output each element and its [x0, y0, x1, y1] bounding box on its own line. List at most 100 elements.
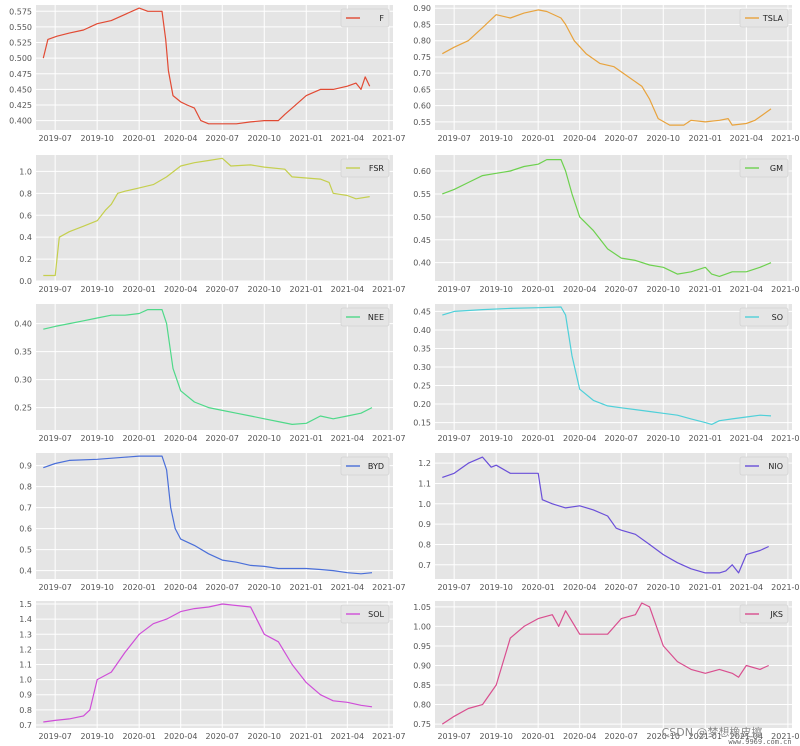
x-tick-label: 2019-07 [437, 732, 470, 741]
y-tick-label: 0.475 [9, 70, 32, 79]
x-tick-label: 2020-07 [605, 434, 638, 443]
legend-box [739, 8, 789, 28]
x-tick-label: 2020-04 [164, 134, 197, 143]
x-tick-label: 2021-04 [331, 134, 364, 143]
x-tick-label: 2020-01 [521, 732, 554, 741]
x-tick-label: 2019-07 [437, 285, 470, 294]
plot-background [36, 5, 393, 130]
x-tick-label: 2020-07 [605, 134, 638, 143]
legend-label: NIO [768, 462, 783, 471]
y-tick-label: 1.1 [418, 479, 431, 488]
x-tick-label: 2021-07 [372, 583, 405, 592]
y-tick-label: 0.75 [413, 53, 431, 62]
x-tick-label: 2020-04 [563, 434, 596, 443]
x-tick-label: 2020-07 [206, 434, 239, 443]
plot-background [435, 155, 792, 281]
y-tick-label: 0.35 [413, 344, 431, 353]
chart-panel-nee: 0.25 0.30 0.35 0.40 2019-07 2019-10 2020-01 202… [14, 304, 406, 443]
x-tick-label: 2021-01 [689, 583, 722, 592]
y-tick-label: 0.30 [14, 376, 32, 385]
x-tick-label: 2019-10 [80, 434, 113, 443]
chart-panel-jks: 0.75 0.80 0.85 0.90 0.95 1.00 1.05 2019-07 2019-… [413, 601, 800, 741]
y-tick-label: 0.6 [19, 525, 32, 534]
x-tick-label: 2019-07 [437, 434, 470, 443]
y-tick-label: 1.3 [19, 630, 32, 639]
x-tick-label: 2020-10 [647, 134, 680, 143]
x-tick-label: 2021-04 [331, 732, 364, 741]
y-tick-label: 0.20 [413, 400, 431, 409]
x-tick-label: 2020-04 [563, 134, 596, 143]
x-tick-label: 2020-07 [206, 134, 239, 143]
y-tick-label: 0.0 [19, 277, 32, 286]
y-tick-label: 0.4 [19, 567, 32, 576]
x-tick-label: 2020-10 [248, 434, 281, 443]
chart-panel-fsr: 0.0 0.2 0.4 0.6 0.8 1.0 2019-07 2019-10 2020-01 2… [19, 155, 406, 294]
legend-label: BYD [368, 462, 384, 471]
x-tick-label: 2019-10 [479, 732, 512, 741]
x-tick-label: 2021-04 [730, 583, 763, 592]
series-line-gm [442, 159, 772, 277]
y-tick-label: 0.60 [413, 167, 431, 176]
legend-label: SO [772, 313, 783, 322]
x-tick-label: 2021-04 [730, 732, 763, 741]
x-tick-label: 2021-01 [290, 434, 323, 443]
x-tick-label: 2019-07 [38, 732, 71, 741]
legend-box [739, 456, 789, 476]
y-tick-label: 0.45 [413, 236, 431, 245]
plot-background [36, 155, 393, 281]
y-tick-label: 0.8 [19, 483, 32, 492]
y-tick-label: 0.30 [413, 363, 431, 372]
x-tick-label: 2021-04 [730, 434, 763, 443]
x-tick-label: 2021-07 [372, 134, 405, 143]
legend-box [340, 456, 390, 476]
x-tick-label: 2019-07 [437, 583, 470, 592]
y-tick-label: 0.70 [413, 69, 431, 78]
x-tick-label: 2020-04 [563, 285, 596, 294]
x-tick-label: 2019-10 [479, 285, 512, 294]
plot-background [435, 5, 792, 130]
x-tick-label: 2020-01 [122, 285, 155, 294]
x-tick-label: 2020-10 [647, 732, 680, 741]
y-tick-label: 0.500 [9, 54, 32, 63]
chart-panel-byd: 0.4 0.5 0.6 0.7 0.8 0.9 2019-07 2019-10 2020-01 2… [19, 453, 406, 592]
x-tick-label: 2020-07 [605, 583, 638, 592]
x-tick-label: 2021-07 [771, 285, 800, 294]
y-tick-label: 0.9 [418, 520, 431, 529]
x-tick-label: 2020-04 [164, 583, 197, 592]
plot-background [36, 304, 393, 430]
legend-box [739, 604, 789, 624]
x-tick-label: 2020-04 [563, 583, 596, 592]
x-tick-label: 2019-07 [38, 583, 71, 592]
series-line-tsla [442, 9, 772, 126]
legend-box [340, 158, 390, 178]
x-tick-label: 2020-10 [647, 434, 680, 443]
y-tick-label: 0.75 [413, 720, 431, 729]
x-tick-label: 2021-04 [331, 583, 364, 592]
series-line-byd [43, 455, 373, 575]
series-line-jks [441, 602, 769, 725]
x-tick-label: 2021-01 [689, 434, 722, 443]
y-tick-label: 0.40 [413, 326, 431, 335]
y-tick-label: 0.40 [413, 259, 431, 268]
legend-label: F [379, 14, 384, 23]
x-tick-label: 2020-01 [122, 732, 155, 741]
x-tick-label: 2021-01 [290, 732, 323, 741]
y-tick-label: 0.8 [19, 706, 32, 715]
y-tick-label: 0.25 [413, 382, 431, 391]
y-tick-label: 0.95 [413, 642, 431, 651]
x-tick-label: 2020-01 [521, 285, 554, 294]
y-tick-label: 0.575 [9, 7, 32, 16]
x-tick-label: 2021-01 [689, 285, 722, 294]
watermark-text: CSDN @梦想橡皮擦 [662, 725, 763, 739]
y-tick-label: 0.9 [19, 691, 32, 700]
x-tick-label: 2020-01 [521, 434, 554, 443]
x-tick-label: 2020-04 [164, 285, 197, 294]
x-tick-label: 2020-10 [647, 583, 680, 592]
x-tick-label: 2020-10 [248, 583, 281, 592]
x-tick-label: 2019-07 [38, 434, 71, 443]
x-tick-label: 2020-01 [521, 583, 554, 592]
x-tick-label: 2020-04 [164, 434, 197, 443]
x-tick-label: 2020-01 [122, 583, 155, 592]
y-tick-label: 0.15 [413, 419, 431, 428]
